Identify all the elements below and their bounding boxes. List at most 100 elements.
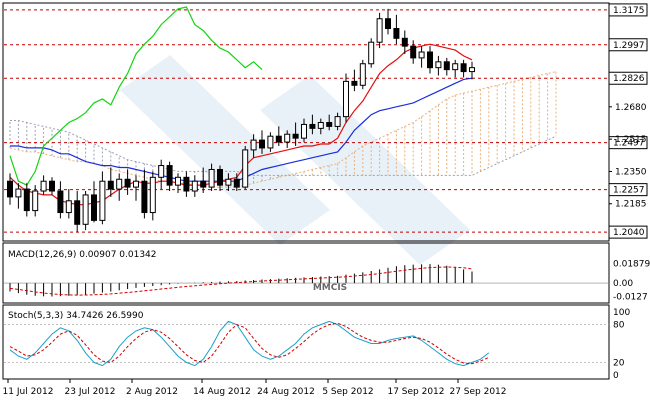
candle-body bbox=[301, 123, 307, 139]
stoch-label: Stoch(5,3,3) 34.7426 26.5990 bbox=[8, 311, 144, 321]
candle-body bbox=[368, 41, 375, 65]
stoch-tick-label: 0 bbox=[613, 371, 619, 381]
stoch-pane-frame bbox=[2, 304, 610, 380]
candle-body bbox=[158, 165, 165, 178]
candle-body bbox=[259, 139, 265, 149]
candle-body bbox=[452, 63, 459, 71]
stoch-main-line bbox=[9, 320, 490, 367]
candle-body bbox=[334, 116, 341, 127]
candle-body bbox=[418, 51, 425, 59]
price-tick-label: 1.2515 bbox=[615, 135, 647, 145]
time-tick-label: 23 Jul 2012 bbox=[65, 387, 116, 397]
level-tag bbox=[608, 71, 648, 85]
watermark-text: MMCIS bbox=[313, 283, 347, 293]
macd-label: MACD(12,26,9) 0.00907 0.01342 bbox=[8, 250, 157, 260]
candle-body bbox=[141, 180, 148, 214]
candle-body bbox=[250, 139, 257, 151]
candle-body bbox=[82, 194, 89, 225]
level-tag bbox=[608, 225, 648, 239]
price-tick-label: 1.2185 bbox=[615, 200, 647, 210]
candle-body bbox=[376, 18, 383, 43]
candle-body bbox=[435, 61, 442, 69]
candle-body bbox=[267, 135, 274, 149]
candle-body bbox=[191, 180, 198, 192]
candle-body bbox=[410, 45, 417, 59]
candle-body bbox=[40, 180, 47, 192]
candle-body bbox=[149, 176, 156, 214]
candle-body bbox=[469, 67, 475, 73]
candle-body bbox=[7, 180, 13, 198]
candle-body bbox=[74, 200, 81, 225]
candle-body bbox=[393, 28, 400, 39]
time-tick-label: 2 Aug 2012 bbox=[126, 387, 178, 397]
candle-body bbox=[23, 188, 30, 212]
candle-body bbox=[15, 188, 22, 198]
macd-tick-label: 0.00 bbox=[613, 279, 633, 289]
macd-tick-label: -0.0127 bbox=[613, 293, 648, 303]
candle-body bbox=[427, 51, 433, 69]
level-label: 1.2497 bbox=[613, 139, 645, 149]
candle-body bbox=[217, 168, 223, 186]
macd-tick-label: 0.01879 bbox=[613, 259, 650, 269]
price-tick-label: 1.2680 bbox=[615, 103, 647, 113]
level-label: 1.2826 bbox=[613, 74, 645, 84]
macd-signal-line bbox=[9, 266, 473, 296]
time-tick-label: 14 Aug 2012 bbox=[193, 387, 251, 397]
chikou-span-line bbox=[9, 6, 263, 186]
candle-body bbox=[99, 180, 106, 221]
candle-body bbox=[351, 80, 358, 86]
candle-body bbox=[292, 133, 299, 139]
time-tick-label: 5 Sep 2012 bbox=[322, 387, 373, 397]
candle-body bbox=[183, 176, 190, 192]
candle-body bbox=[275, 135, 282, 143]
candle-body bbox=[343, 80, 349, 118]
candle-body bbox=[32, 190, 39, 212]
candle-body bbox=[225, 178, 232, 186]
price-pane-frame bbox=[2, 2, 610, 242]
candle-body bbox=[91, 194, 97, 221]
candle-body bbox=[124, 178, 131, 188]
level-label: 1.2040 bbox=[613, 228, 645, 238]
candle-body bbox=[317, 121, 324, 129]
candle-body bbox=[208, 168, 215, 188]
senkou-span-b bbox=[10, 120, 557, 176]
candle-body bbox=[242, 149, 249, 188]
price-tick-label: 1.2350 bbox=[615, 167, 647, 177]
stoch-tick-label: 100 bbox=[613, 308, 630, 318]
candle-body bbox=[284, 133, 291, 143]
level-tag bbox=[608, 38, 648, 52]
level-tag bbox=[608, 136, 648, 150]
macd-pane: 0.01879 0.00 -0.0127 bbox=[4, 259, 650, 303]
time-tick-label: 27 Sep 2012 bbox=[449, 387, 506, 397]
stoch-tick-label: 80 bbox=[613, 321, 625, 331]
time-tick-label: 24 Aug 2012 bbox=[257, 387, 315, 397]
price-axis: 1.2680 1.2515 1.2350 1.2185 bbox=[609, 103, 647, 210]
kijun-sen-line bbox=[10, 77, 473, 182]
stochastic-pane: 100 80 20 0 bbox=[4, 308, 630, 381]
candle-body bbox=[200, 180, 207, 188]
stoch-signal-line bbox=[9, 322, 490, 365]
candle-body bbox=[326, 121, 333, 127]
time-tick-label: 11 Jul 2012 bbox=[3, 387, 54, 397]
time-tick-label: 17 Sep 2012 bbox=[387, 387, 444, 397]
candle-body bbox=[309, 123, 316, 129]
candle-body bbox=[443, 61, 450, 71]
support-resistance-levels: 1.3175 1.2997 1.2826 1.2497 1.2257 1.2040 bbox=[4, 3, 648, 239]
candle-body bbox=[49, 180, 55, 192]
level-label: 1.3175 bbox=[613, 6, 645, 16]
level-label: 1.2997 bbox=[613, 41, 645, 51]
watermark-arrow-left bbox=[120, 55, 330, 245]
time-axis: 11 Jul 2012 23 Jul 2012 2 Aug 2012 14 Aug 2… bbox=[3, 379, 507, 397]
macd-pane-frame bbox=[2, 242, 610, 304]
candle-body bbox=[166, 165, 173, 186]
candle-body bbox=[175, 176, 181, 186]
candle-body bbox=[65, 200, 72, 214]
candle-body bbox=[385, 18, 391, 30]
level-label: 1.2257 bbox=[613, 186, 645, 196]
candle-body bbox=[460, 63, 467, 73]
candle-body bbox=[57, 190, 64, 214]
candle-body bbox=[401, 37, 408, 47]
candle-body bbox=[107, 180, 114, 190]
